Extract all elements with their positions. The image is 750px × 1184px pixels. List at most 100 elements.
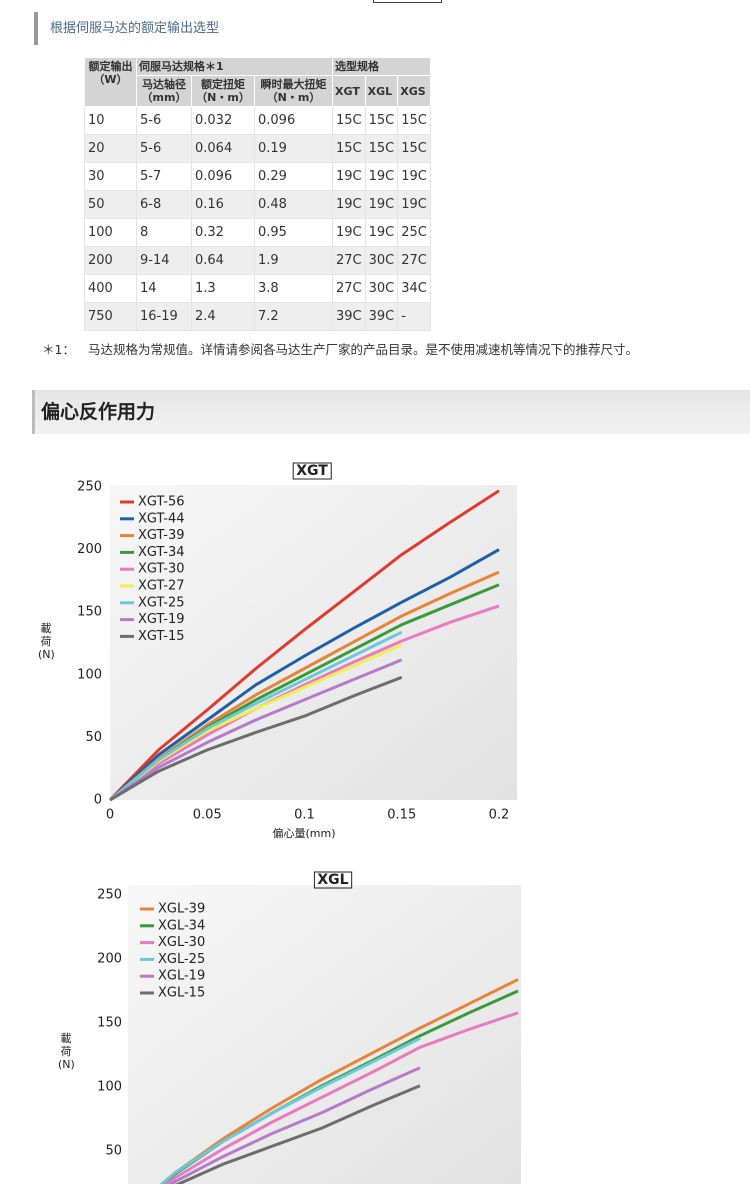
table-row: 400 14 1.3 3.8 27C 30C 34C — [84, 274, 431, 303]
table-cell: 16-19 — [136, 302, 192, 331]
table-cell: 7.2 — [254, 302, 333, 331]
x-tick-label: 0.2 — [489, 808, 510, 823]
table-cell: 19C — [364, 162, 399, 191]
y-tick-label: 0 — [94, 793, 102, 808]
table-cell: 5-6 — [136, 134, 192, 163]
legend-label: XGT-25 — [138, 595, 185, 610]
legend-label: XGT-44 — [138, 511, 185, 526]
legend-label: XGT-19 — [138, 612, 185, 627]
y-tick-label: 150 — [77, 605, 102, 620]
table-row: 100 8 0.32 0.95 19C 19C 25C — [84, 218, 431, 247]
table-cell: 19C — [364, 218, 399, 247]
footnote-text: 马达规格为常规值。详情请参阅各马达生产厂家的产品目录。是不使用减速机等情况下的推… — [88, 342, 639, 357]
selection-table: 额定输出（W） 伺服马达规格＊1 选型规格 马达轴径（mm） 额定扭矩（N・m）… — [84, 57, 431, 331]
table-cell: 27C — [332, 274, 366, 303]
table-cell: 400 — [84, 274, 137, 303]
footnote-mark: ＊1： — [42, 342, 75, 357]
table-cell: 30C — [364, 246, 399, 275]
table-cell: 34C — [397, 274, 431, 303]
legend-label: XGL-30 — [158, 935, 205, 950]
table-cell: 0.64 — [191, 246, 255, 275]
series-line — [168, 1066, 421, 1184]
series-line — [108, 548, 500, 802]
series-line — [174, 1084, 421, 1184]
table-body: 10 5-6 0.032 0.096 15C 15C 15C 20 5-6 0.064 0.19 15… — [84, 106, 431, 331]
y-tick-label: 50 — [105, 1144, 122, 1159]
table-cell: 0.19 — [254, 134, 333, 163]
y-tick-label: 100 — [77, 667, 102, 682]
table-cell: 39C — [332, 302, 366, 331]
header-cell: XGT — [332, 75, 366, 107]
table-cell: 20 — [84, 134, 137, 163]
table-cell: 50 — [84, 190, 137, 219]
table-cell: 25C — [397, 218, 431, 247]
title-box — [313, 871, 353, 889]
series-line — [109, 630, 403, 802]
table-cell: 0.29 — [254, 162, 333, 191]
header-cell: 选型规格 — [332, 57, 431, 76]
title-box — [292, 462, 332, 480]
table-cell: 15C — [332, 106, 366, 135]
y-tick-label: 200 — [97, 952, 122, 967]
legend-label: XGT-30 — [138, 562, 185, 577]
table-row: 50 6-8 0.16 0.48 19C 19C 19C — [84, 190, 431, 219]
table-cell: 1.3 — [191, 274, 255, 303]
y-tick-label: 50 — [85, 730, 102, 745]
y-tick-label: 250 — [97, 888, 122, 903]
x-axis-label: 偏心量(mm) — [272, 826, 335, 840]
series-line — [109, 675, 403, 802]
x-tick-label: 0.15 — [387, 808, 416, 823]
series-line — [159, 1037, 421, 1184]
y-axis-label: 載荷(N) — [58, 1032, 75, 1071]
y-tick-label: 250 — [77, 480, 102, 495]
table-cell: - — [397, 302, 431, 331]
table-cell: 0.48 — [254, 190, 333, 219]
legend-label: XGT-34 — [138, 545, 185, 560]
legend-label: XGT-56 — [138, 495, 185, 510]
table-row: 20 5-6 0.064 0.19 15C 15C 15C — [84, 134, 431, 163]
legend-label: XGL-25 — [158, 952, 205, 967]
legend-label: XGL-15 — [158, 986, 205, 1001]
table-cell: 0.096 — [191, 162, 255, 191]
table-cell: 15C — [397, 134, 431, 163]
series-line — [108, 489, 500, 802]
header-cell: 瞬时最大扭矩（N・m） — [254, 75, 333, 107]
table-cell: 19C — [397, 190, 431, 219]
legend-label: XGT-15 — [138, 629, 185, 644]
legend-label: XGL-19 — [158, 969, 205, 984]
table-cell: 15C — [332, 134, 366, 163]
y-tick-label: 200 — [77, 542, 102, 557]
table-cell: 27C — [332, 246, 366, 275]
header-cell: XGS — [397, 75, 431, 107]
legend-label: XGL-34 — [158, 918, 205, 933]
legend-label: XGL-39 — [158, 902, 205, 917]
y-tick-label: 150 — [97, 1016, 122, 1031]
series-line — [109, 658, 403, 802]
legend-label: XGT-27 — [138, 579, 185, 594]
header-cell: 额定输出（W） — [84, 57, 137, 107]
x-tick-label: 0.05 — [193, 808, 222, 823]
table-cell: 15C — [364, 134, 399, 163]
table-row: 200 9-14 0.64 1.9 27C 30C 27C — [84, 246, 431, 275]
table-cell: 27C — [397, 246, 431, 275]
footnote: ＊1： 马达规格为常规值。详情请参阅各马达生产厂家的产品目录。是不使用减速机等情况… — [42, 339, 638, 358]
table-cell: 0.32 — [191, 218, 255, 247]
section-heading: 根据伺服马达的额定输出选型 — [34, 12, 750, 45]
series-line — [164, 1011, 519, 1184]
table-cell: 39C — [364, 302, 399, 331]
x-tick-label: 0 — [106, 808, 114, 823]
chart-title: XGT — [296, 463, 328, 479]
legend-label: XGT-39 — [138, 528, 185, 543]
table-cell: 200 — [84, 246, 137, 275]
table-cell: 30C — [364, 274, 399, 303]
table-row: 10 5-6 0.032 0.096 15C 15C 15C — [84, 106, 431, 135]
header-cell: XGL — [364, 75, 399, 107]
table-cell: 2.4 — [191, 302, 255, 331]
series-line — [109, 604, 500, 802]
chart-title: XGL — [317, 872, 348, 888]
table-cell: 15C — [397, 106, 431, 135]
table-cell: 9-14 — [136, 246, 192, 275]
table-row: 30 5-7 0.096 0.29 19C 19C 19C — [84, 162, 431, 191]
section-heading: 偏心反作用力 — [32, 390, 750, 434]
